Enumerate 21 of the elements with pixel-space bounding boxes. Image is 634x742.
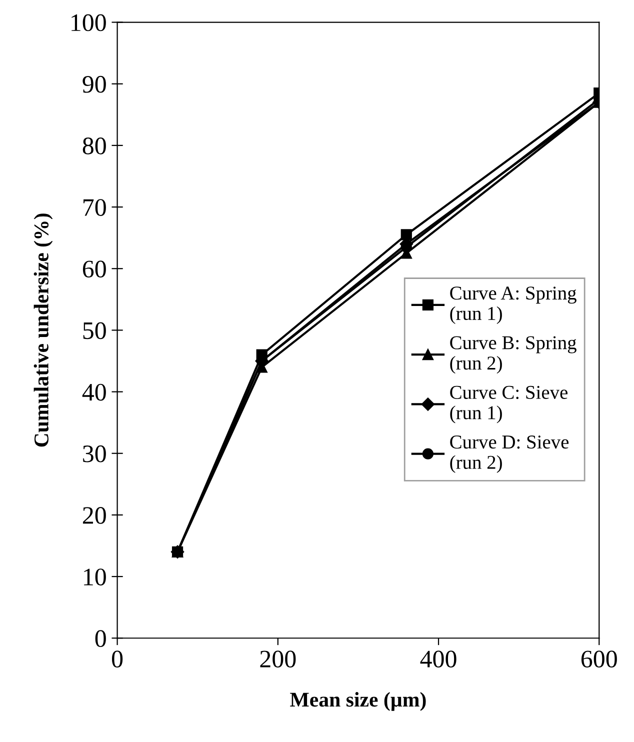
- legend-label: Curve B: Spring (run 2): [450, 336, 576, 374]
- y-tick-label: 80: [82, 137, 106, 154]
- y-tick-label: 20: [82, 506, 106, 524]
- y-tick-label: 10: [84, 568, 106, 586]
- x-axis-title: Mean size (µm): [290, 692, 426, 711]
- y-tick-label: 50: [83, 322, 106, 340]
- y-tick-label: 60: [82, 260, 106, 278]
- x-tick-label: 600: [581, 650, 617, 668]
- x-tick-label: 400: [420, 650, 456, 668]
- y-tick-label: 0: [95, 630, 106, 648]
- y-tick-label: 70: [84, 199, 106, 216]
- legend-label: Curve D: Sieve (run 2): [450, 436, 569, 473]
- y-axis-title: Cumulative undersize (%): [34, 214, 53, 447]
- x-tick-label: 0: [112, 650, 123, 668]
- y-tick-label: 90: [82, 76, 106, 93]
- x-tick-label: 200: [260, 650, 296, 668]
- y-tick-label: 30: [83, 445, 106, 462]
- legend-label: Curve C: Sieve (run 1): [450, 386, 568, 424]
- y-tick-label: 40: [82, 384, 106, 401]
- legend-label: Curve A: Spring (run 1): [450, 286, 576, 324]
- y-tick-label: 100: [72, 14, 106, 32]
